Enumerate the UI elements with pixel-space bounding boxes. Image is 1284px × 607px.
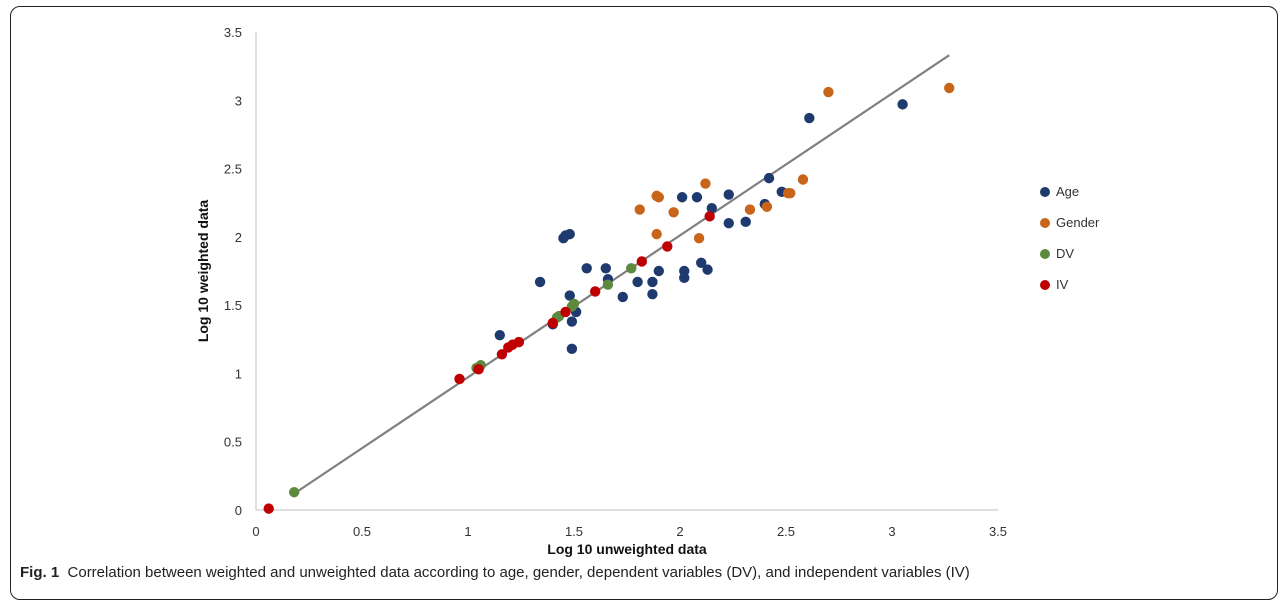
- legend-item-age: Age: [1040, 184, 1099, 199]
- point-age: [564, 228, 575, 240]
- y-axis-title: Log 10 weighted data: [195, 200, 211, 343]
- point-age: [617, 291, 628, 303]
- legend-item-iv: IV: [1040, 277, 1099, 292]
- point-iv: [636, 256, 648, 267]
- point-age: [566, 316, 578, 327]
- legend-item-dv: DV: [1040, 246, 1099, 261]
- point-dv: [288, 487, 300, 498]
- figure-caption-text: Correlation between weighted and unweigh…: [67, 564, 970, 581]
- point-iv: [560, 306, 571, 318]
- x-tick-label: 3: [888, 524, 895, 539]
- legend-marker: [1040, 186, 1050, 197]
- point-iv: [547, 317, 558, 329]
- point-age: [706, 202, 717, 214]
- data-points: [263, 82, 955, 514]
- point-gender: [744, 204, 756, 215]
- point-age: [897, 99, 908, 110]
- x-tick-label: 0: [252, 524, 259, 539]
- x-tick-label: 3.5: [989, 524, 1007, 539]
- legend-marker: [1040, 217, 1050, 228]
- point-age: [740, 216, 751, 228]
- legend-label: IV: [1056, 277, 1069, 292]
- point-age: [566, 343, 578, 355]
- x-tick-label: 0.5: [353, 524, 371, 539]
- x-tick-label: 2.5: [777, 524, 795, 539]
- point-iv: [590, 286, 601, 297]
- y-tick-label: 3: [235, 93, 242, 108]
- point-gender: [761, 201, 773, 213]
- point-gender: [700, 178, 711, 189]
- legend-label: Gender: [1056, 215, 1100, 230]
- point-age: [696, 257, 707, 269]
- point-gender: [651, 228, 662, 240]
- point-age: [702, 264, 713, 275]
- x-tick-labels: 0 0.5 1 1.5 2 2.5 3 3.5: [252, 524, 1007, 539]
- point-dv: [568, 298, 580, 309]
- point-gender: [944, 82, 955, 94]
- point-age: [676, 192, 688, 203]
- y-tick-label: 2: [235, 230, 242, 245]
- trend-line: [293, 54, 950, 495]
- y-tick-label: 2.5: [224, 162, 242, 177]
- y-tick-label: 1: [235, 366, 242, 381]
- point-gender: [653, 192, 664, 203]
- point-age: [494, 329, 505, 341]
- point-age: [763, 172, 775, 184]
- point-dv: [602, 279, 614, 290]
- scatter-chart: 0 0.5 1 1.5 2 2.5 3 3.5 0 0.5 1 1.5 2 2.5 3 3.5 Log 10…: [195, 25, 1007, 557]
- x-tick-label: 1.5: [565, 524, 583, 539]
- y-tick-label: 1.5: [224, 298, 242, 313]
- point-age: [632, 276, 643, 288]
- x-axis-title: Log 10 unweighted data: [547, 541, 707, 557]
- x-tick-label: 2: [676, 524, 683, 539]
- legend-label: Age: [1056, 184, 1080, 199]
- point-age: [647, 276, 658, 288]
- legend-label: DV: [1056, 246, 1075, 261]
- legend-item-gender: Gender: [1040, 215, 1099, 230]
- point-age: [564, 290, 575, 301]
- legend-marker: [1040, 248, 1050, 259]
- point-age: [723, 189, 734, 200]
- y-tick-label: 0: [235, 503, 242, 518]
- legend-marker: [1040, 279, 1050, 290]
- point-gender: [785, 187, 796, 199]
- y-tick-label: 0.5: [224, 435, 242, 450]
- y-tick-labels: 0 0.5 1 1.5 2 2.5 3 3.5: [224, 25, 242, 518]
- point-iv: [662, 241, 673, 252]
- point-gender: [668, 207, 679, 218]
- chart-legend: Age Gender DV IV: [1040, 184, 1099, 308]
- point-age: [581, 263, 592, 274]
- figure-frame: [10, 6, 1278, 600]
- point-iv: [473, 364, 484, 375]
- point-dv: [626, 263, 637, 274]
- point-age: [534, 276, 546, 288]
- chart-axes: [255, 32, 998, 511]
- point-age: [679, 272, 690, 284]
- point-age: [647, 289, 658, 300]
- point-iv: [263, 503, 274, 514]
- point-age: [691, 192, 703, 203]
- figure-caption-label: Fig. 1: [20, 564, 60, 581]
- point-age: [653, 265, 664, 277]
- point-age: [804, 112, 815, 124]
- point-gender: [634, 204, 645, 215]
- point-iv: [454, 373, 465, 385]
- y-tick-label: 3.5: [224, 25, 242, 40]
- point-age: [600, 263, 611, 274]
- point-gender: [693, 233, 705, 244]
- point-iv: [496, 349, 508, 360]
- figure-caption: Fig. 1 Correlation between weighted and …: [20, 564, 1270, 581]
- point-iv: [513, 336, 525, 348]
- x-tick-label: 1: [464, 524, 471, 539]
- point-gender: [797, 174, 809, 185]
- point-iv: [704, 211, 715, 222]
- point-age: [723, 218, 734, 229]
- point-gender: [823, 86, 834, 98]
